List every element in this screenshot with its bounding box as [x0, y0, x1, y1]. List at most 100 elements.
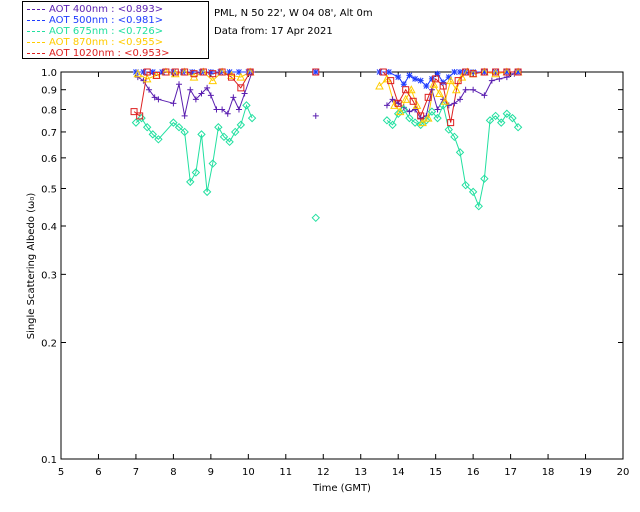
data-point: [454, 77, 462, 85]
data-point: [416, 120, 425, 130]
data-point: [225, 137, 234, 147]
data-point: [207, 92, 214, 99]
data-point: [312, 69, 319, 75]
x-tick-label: 17: [504, 467, 517, 478]
x-tick-label: 9: [208, 467, 214, 478]
data-point: [382, 74, 392, 83]
data-point: [451, 85, 461, 94]
x-tick-label: 12: [317, 467, 330, 478]
data-point: [470, 86, 477, 93]
data-point: [447, 119, 455, 127]
data-point: [204, 84, 211, 91]
x-tick-label: 18: [542, 467, 555, 478]
data-point: [480, 68, 488, 76]
y-tick-label: 0.8: [41, 106, 57, 117]
data-point: [395, 74, 402, 81]
x-tick-label: 6: [95, 467, 101, 478]
data-point: [457, 69, 464, 75]
y-tick-label: 1.0: [41, 68, 57, 79]
data-point: [428, 86, 435, 93]
data-point: [169, 118, 178, 127]
data-point: [246, 68, 254, 76]
data-point: [393, 109, 403, 118]
data-point: [434, 106, 441, 113]
legend-item-675nm: AOT 675nm : <0.726>: [27, 26, 163, 37]
data-point: [429, 79, 439, 88]
data-point: [214, 123, 223, 132]
y-tick-label: 0.5: [41, 184, 57, 195]
data-point: [439, 82, 447, 90]
data-point: [227, 73, 235, 81]
data-point: [311, 213, 320, 223]
data-point: [492, 69, 499, 75]
data-point: [470, 69, 477, 75]
data-point: [492, 68, 500, 76]
data-point: [199, 68, 207, 76]
data-point: [230, 94, 237, 101]
data-point: [412, 106, 419, 113]
x-axis-label: Time (GMT): [312, 483, 371, 494]
data-point: [146, 86, 153, 93]
data-point: [390, 100, 399, 109]
data-point: [186, 177, 195, 187]
date-info: Data from: 17 Apr 2021: [214, 26, 333, 37]
data-point: [159, 69, 166, 75]
data-point: [231, 127, 240, 137]
legend-item-1020nm: AOT 1020nm : <0.953>: [27, 48, 169, 59]
data-point: [491, 69, 500, 78]
data-point: [154, 135, 163, 144]
data-point: [399, 105, 409, 114]
data-point: [406, 72, 413, 79]
data-point: [137, 113, 146, 123]
data-point: [219, 132, 229, 142]
legend-swatch-675nm: [27, 30, 45, 32]
data-point: [242, 101, 251, 110]
data-point: [412, 100, 422, 109]
data-point: [515, 69, 522, 75]
data-point: [406, 85, 416, 94]
data-point: [383, 102, 390, 109]
data-point: [155, 96, 162, 103]
data-point: [418, 118, 427, 127]
data-point: [235, 106, 242, 113]
data-point: [241, 90, 248, 97]
data-point: [433, 113, 442, 123]
legend: AOT 400nm : <0.893> AOT 500nm : <0.981> …: [22, 1, 209, 59]
data-point: [502, 109, 512, 118]
x-tick-label: 14: [392, 467, 405, 478]
data-point: [140, 77, 147, 84]
x-tick-label: 11: [279, 467, 292, 478]
data-point: [180, 127, 189, 137]
data-point: [434, 70, 441, 77]
legend-item-870nm: AOT 870nm : <0.955>: [27, 37, 163, 48]
data-point: [428, 75, 435, 82]
data-point: [440, 79, 447, 86]
data-point: [236, 120, 246, 130]
y-tick-label: 0.4: [41, 222, 57, 233]
data-point: [457, 72, 467, 81]
data-point: [395, 100, 402, 107]
data-point: [190, 70, 198, 78]
data-point: [131, 118, 141, 127]
series-line-2: [135, 103, 519, 208]
data-point: [461, 180, 470, 190]
series-lines: [133, 71, 519, 208]
data-point: [224, 110, 231, 117]
data-point: [423, 83, 430, 90]
data-point: [379, 68, 387, 76]
data-point: [208, 159, 217, 168]
x-tick-label: 10: [242, 467, 255, 478]
data-point: [142, 123, 152, 132]
data-point: [424, 93, 432, 101]
data-point: [237, 84, 245, 92]
x-tick-label: 7: [133, 467, 139, 478]
data-point: [503, 68, 511, 76]
data-point: [468, 187, 478, 197]
data-point: [235, 69, 242, 75]
data-point: [432, 75, 440, 83]
data-point: [485, 116, 495, 125]
data-point: [312, 112, 319, 119]
legend-label-870nm: AOT 870nm : <0.955>: [49, 37, 164, 48]
x-tick-label: 13: [354, 467, 367, 478]
data-point: [162, 68, 170, 76]
